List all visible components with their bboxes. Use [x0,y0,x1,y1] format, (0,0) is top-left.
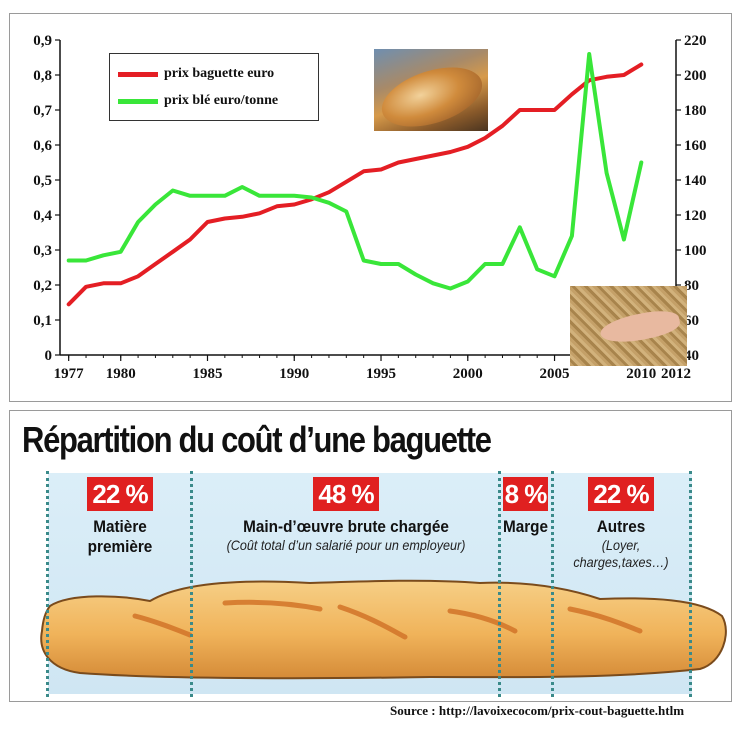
segment-divider [689,471,692,697]
y-left-tick-label: 0,4 [33,208,52,224]
y-right-tick-label: 60 [684,313,699,329]
bread-photo [374,49,488,131]
segment-label: première [87,537,153,556]
chart-series [66,52,644,307]
y-right-tick-label: 180 [684,103,707,119]
y-left-tick-label: 0,6 [33,138,52,154]
y-left-tick-label: 0,9 [33,33,52,49]
y-left-tick-label: 0,5 [33,173,52,189]
series-line-wheat-price [66,52,644,291]
source-citation: Source : http://lavoixecocom/prix-cout-b… [390,703,685,718]
y-left-tick-label: 0,1 [33,313,52,329]
series-line-baguette-price [66,62,644,307]
x-tick-label: 2010 [626,366,656,382]
segment-label: Autres [596,517,646,536]
segment-percent: 22 % [87,477,153,511]
segment-note: charges,taxes…) [573,554,669,570]
segment-other: 22 % Autres (Loyer, charges,taxes…) [553,477,689,571]
segment-divider [551,471,554,697]
y-right-tick-label: 80 [684,278,699,294]
y-left-tick-label: 0,2 [33,278,52,294]
segment-divider [498,471,501,697]
segment-percent: 22 % [588,477,654,511]
segment-labour: 48 % Main-d’œuvre brute chargée (Coût to… [194,477,498,554]
cost-breakdown-title: Répartition du coût d’une baguette [22,419,492,460]
y-right-tick-label: 100 [684,243,707,259]
segment-percent: 48 % [313,477,379,511]
price-chart-panel: 0 0,1 0,2 0,3 0,4 0,5 0,6 0,7 0,8 0,9 40 60 80 100 120… [9,13,732,402]
segment-note: (Coût total d’un salarié pour un employe… [226,537,466,553]
cost-breakdown-panel: Répartition du coût d’une baguette 22 % … [9,410,732,702]
legend-swatch-wheat [118,98,158,104]
legend-swatch-baguette [118,71,158,77]
chart-legend: prix baguette euro prix blé euro/tonne [109,53,319,121]
wheat-in-hand-photo [570,286,687,366]
chart-axes: 0 0,1 0,2 0,3 0,4 0,5 0,6 0,7 0,8 0,9 40 60 80 100 120… [33,33,706,382]
legend-entry-wheat: prix blé euro/tonne [118,91,278,111]
baguette-illustration [40,579,727,680]
legend-label-wheat: prix blé euro/tonne [164,93,279,108]
segment-percent: 8 % [502,477,549,511]
y-right-tick-label: 140 [684,173,707,189]
y-left-tick-label: 0,3 [33,243,52,259]
y-right-tick-label: 120 [684,208,707,224]
price-line-chart: 0 0,1 0,2 0,3 0,4 0,5 0,6 0,7 0,8 0,9 40 60 80 100 120… [33,33,706,382]
y-left-tick-label: 0 [45,348,53,364]
x-tick-label: 1985 [192,366,222,382]
segment-label: Main-d’œuvre brute chargée [243,517,449,536]
legend-entry-baguette: prix baguette euro [118,64,274,84]
x-tick-label: 1995 [366,366,396,382]
y-right-tick-label: 40 [684,348,699,364]
y-left-tick-label: 0,7 [33,103,52,119]
x-tick-label: 1977 [54,366,85,382]
segment-note: (Loyer, [601,537,641,553]
segment-label: Matière [93,517,147,536]
segment-margin: 8 % Marge [500,477,551,537]
x-tick-label: 1990 [279,366,309,382]
y-right-tick-label: 200 [684,68,707,84]
legend-label-baguette: prix baguette euro [164,66,275,81]
segment-divider [46,471,49,697]
x-tick-label: 1980 [106,366,136,382]
x-tick-label: 2012 [661,366,691,382]
y-right-tick-label: 220 [684,33,707,49]
x-tick-label: 2000 [453,366,483,382]
x-tick-label: 2005 [540,366,570,382]
y-left-tick-label: 0,8 [33,68,52,84]
segment-divider [190,471,193,697]
segment-raw-materials: 22 % Matière première [50,477,190,557]
segment-label: Marge [502,517,549,536]
y-right-tick-label: 160 [684,138,707,154]
